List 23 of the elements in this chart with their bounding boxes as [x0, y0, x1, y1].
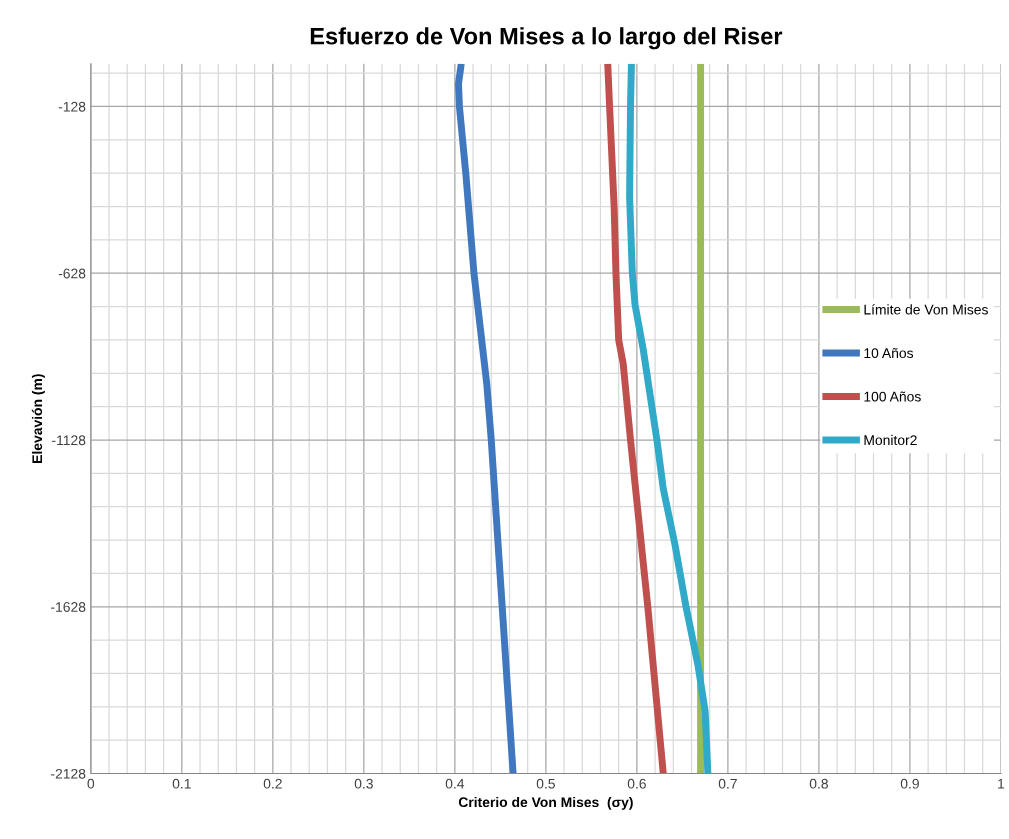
y-tick-label: -1628: [51, 602, 86, 612]
x-tick-label: 0.8: [809, 778, 828, 789]
x-tick-label: 0.1: [172, 778, 191, 789]
legend-label: Monitor2: [864, 434, 917, 446]
x-tick-label: 0.3: [354, 778, 373, 789]
y-tick-label: -628: [58, 268, 86, 279]
chart-title: Esfuerzo de Von Mises a lo largo del Riser: [310, 27, 783, 50]
y-tick-label: -128: [58, 101, 86, 112]
legend-label: 10 Años: [864, 347, 914, 359]
x-tick-label: 0.2: [263, 778, 282, 789]
x-tick-label: 0.4: [445, 778, 465, 789]
y-tick-label: -1128: [52, 435, 86, 446]
x-tick-label: 0.5: [536, 778, 555, 789]
y-axis-title: Elevavión (m): [31, 374, 45, 463]
x-tick-label: 0: [87, 778, 95, 789]
x-axis-title: Criterio de Von Mises (σy): [458, 796, 633, 810]
y-tick-label: -2128: [51, 768, 86, 779]
x-tick-label: 1: [998, 778, 1005, 789]
legend-label: Límite de Von Mises: [864, 304, 988, 315]
legend-label: 100 Años: [864, 391, 921, 402]
x-tick-label: 0.9: [900, 778, 919, 789]
x-tick-label: 0.7: [718, 778, 737, 789]
x-tick-label: 0.6: [627, 778, 646, 789]
